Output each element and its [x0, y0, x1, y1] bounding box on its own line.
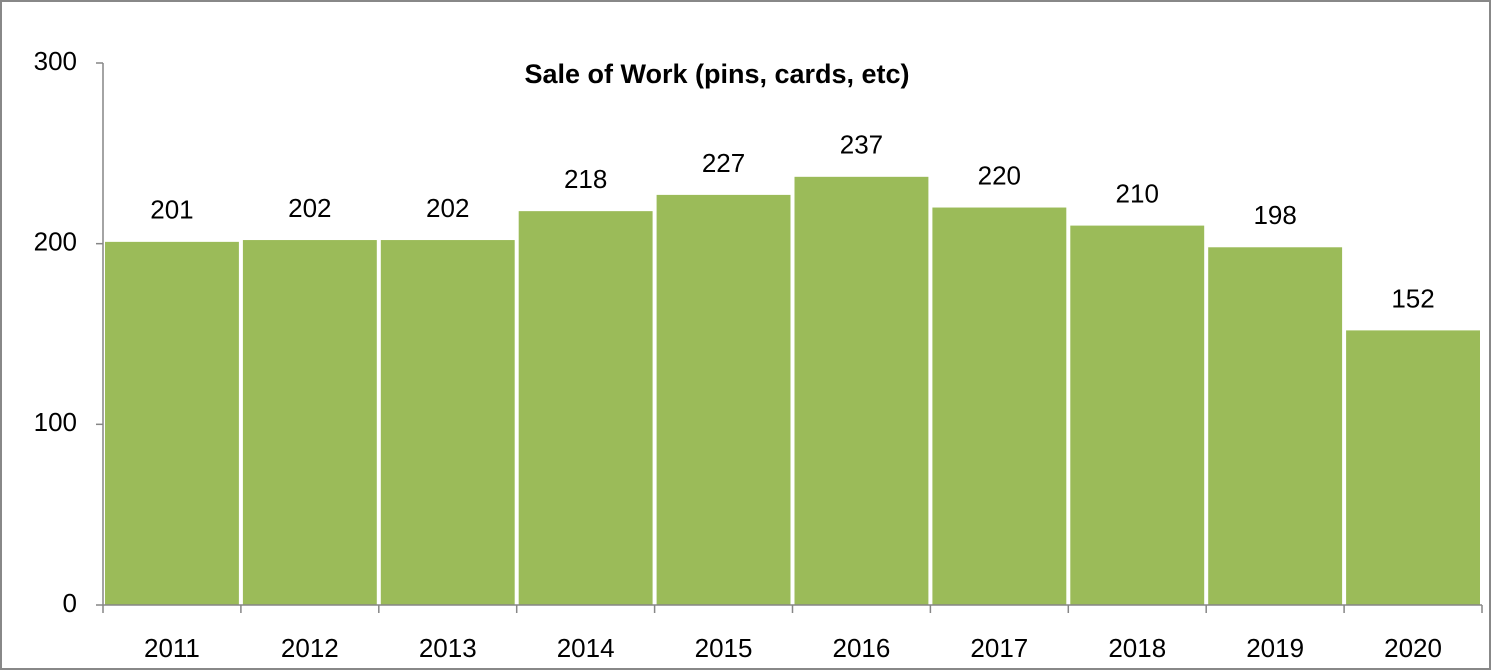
y-tick-label: 300: [34, 46, 77, 76]
bar: [242, 240, 377, 605]
x-tick-label: 2014: [557, 633, 615, 663]
bar: [932, 207, 1067, 606]
data-label: 237: [840, 130, 883, 160]
data-label: 218: [564, 164, 607, 194]
data-label: 227: [702, 148, 745, 178]
bar: [518, 211, 653, 605]
bar: [1208, 247, 1343, 605]
chart-title: Sale of Work (pins, cards, etc): [524, 59, 909, 89]
bar: [656, 194, 791, 606]
y-tick-label: 100: [34, 407, 77, 437]
bar: [105, 241, 239, 606]
data-label: 152: [1391, 283, 1434, 313]
x-tick-label: 2017: [970, 633, 1028, 663]
bar: [794, 176, 929, 605]
data-label: 220: [978, 160, 1021, 190]
data-label: 198: [1253, 200, 1296, 230]
x-tick-label: 2011: [144, 633, 200, 663]
y-tick-label: 200: [34, 227, 77, 257]
bar: [1346, 330, 1480, 605]
x-tick-label: 2018: [1108, 633, 1166, 663]
x-tick-label: 2013: [419, 633, 477, 663]
data-label: 202: [426, 193, 469, 223]
data-label: 201: [150, 195, 193, 225]
data-label: 202: [288, 193, 331, 223]
x-tick-label: 2012: [281, 633, 339, 663]
bar: [380, 240, 515, 605]
y-tick-label: 0: [63, 588, 77, 618]
bar: [1070, 225, 1205, 605]
x-tick-label: 2016: [833, 633, 891, 663]
data-label: 210: [1116, 178, 1159, 208]
x-tick-label: 2015: [695, 633, 753, 663]
x-tick-label: 2020: [1384, 633, 1442, 663]
x-tick-label: 2019: [1246, 633, 1304, 663]
